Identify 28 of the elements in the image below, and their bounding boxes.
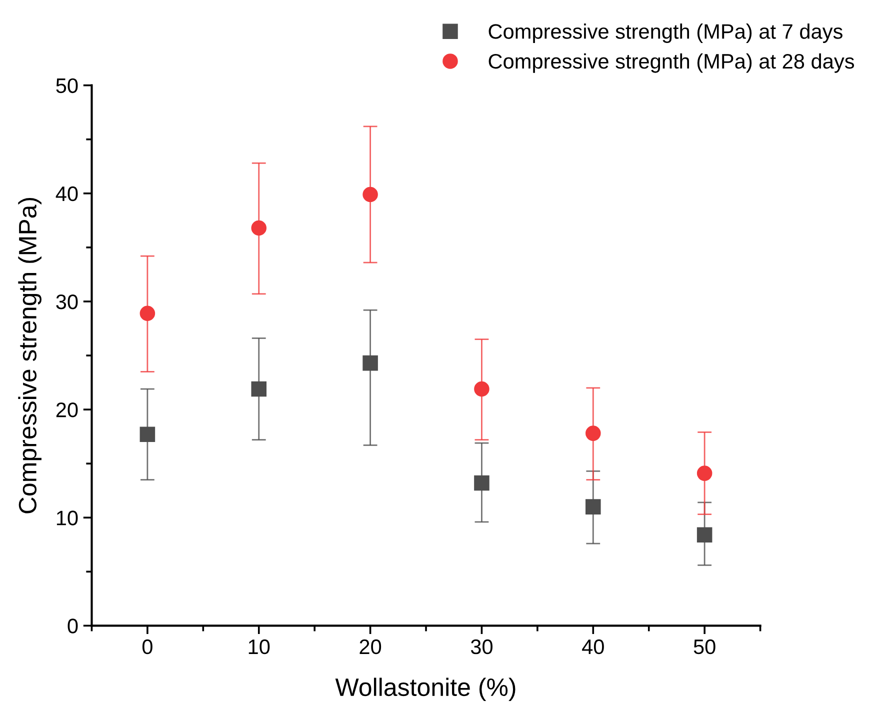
point [474,475,490,491]
y-tick-label: 40 [56,186,78,202]
point [696,527,712,543]
y-tick-label: 50 [56,78,78,94]
point [140,306,156,321]
x-tick-label: 0 [142,639,152,654]
y-tick-label: 0 [68,618,78,634]
point [362,355,378,371]
y-tick-label: 30 [56,294,78,310]
x-tick-label: 40 [582,639,604,654]
x-axis-title: Wollastonite (%) [335,678,516,702]
point [586,426,601,441]
legend-label: Compressive stregnth (MPa) at 28 days [488,53,854,73]
point [696,466,712,481]
point [474,381,490,397]
legend-label: Compressive strength (MPa) at 7 days [488,24,842,43]
x-tick-label: 50 [694,639,716,654]
x-tick-label: 20 [360,639,382,654]
x-tick-label: 30 [470,639,492,654]
point [251,220,267,236]
y-tick-label: 20 [56,402,78,418]
point [362,186,378,202]
point [140,426,156,442]
y-tick-label: 10 [56,510,78,526]
point [251,381,267,397]
x-tick-label: 10 [248,639,270,654]
point [586,499,601,514]
y-axis-title: Compressive strength (MPa) [18,198,42,514]
